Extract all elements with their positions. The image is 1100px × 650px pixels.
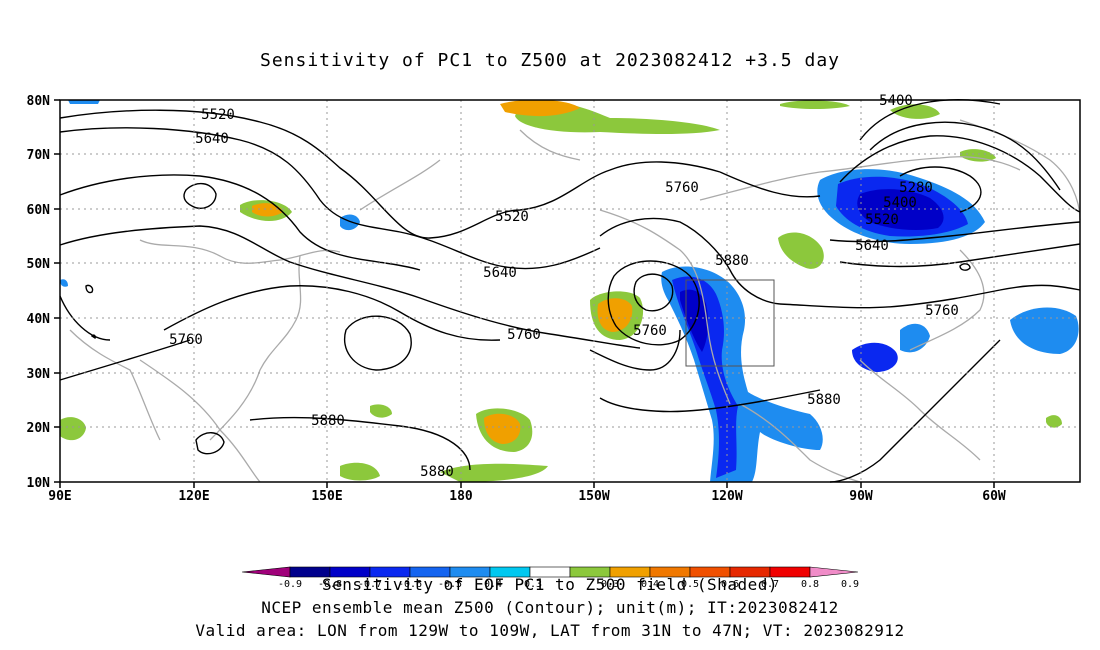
colorbar-tick-label: 0.9 [841,579,859,590]
lon-label: 180 [449,489,473,504]
lat-label: 70N [27,148,51,163]
colorbar-tick-label: 0.4 [641,579,659,590]
lon-label: 150E [311,489,342,504]
contour-label: 5760 [169,332,203,348]
map-frame [59,99,1081,483]
colorbar-tick-label: -0.9 [278,579,302,590]
caption-line: Valid area: LON from 129W to 109W, LAT f… [195,621,905,640]
contour-label: 5400 [879,93,913,109]
lon-label: 150W [578,489,609,504]
contour-label: 5760 [633,323,667,339]
contour-label: 5760 [507,327,541,343]
lat-label: 50N [27,257,51,272]
map-title: Sensitivity of PC1 to Z500 at 2023082412… [259,50,840,71]
lon-label: 60W [982,489,1006,504]
colorbar-tick-label: -0.8 [318,579,342,590]
contour-label: 5520 [495,209,529,225]
shaded-field [60,99,1079,482]
contour-label: 5640 [855,238,889,254]
lon-label: 120W [711,489,742,504]
contour-label: 5520 [865,212,899,228]
lat-label: 10N [27,476,51,491]
colorbar: -0.9 -0.8 -0.7 -0.6 -0.5 -0.4 -0.3 0.3 0.4 0.5 0.6… [241,566,859,590]
colorbar-tick-label: 0.7 [761,579,779,590]
colorbar-tick-label: 0.5 [681,579,699,590]
contour-label: 5760 [665,180,699,196]
contour-label: 5280 [899,180,933,196]
valid-area-box [685,279,775,367]
colorbar-right-arrow [809,566,859,578]
contour-label: 5880 [715,253,749,269]
caption-line: NCEP ensemble mean Z500 (Contour); unit(… [261,598,839,617]
lon-label: 120E [178,489,209,504]
contour-label: 5760 [925,303,959,319]
lat-label: 80N [27,94,51,109]
z500-contours [59,99,1081,483]
contour-label: 5520 [201,107,235,123]
colorbar-tick-label: 0.6 [721,579,739,590]
contour-label: 5880 [311,413,345,429]
contour-label: 5880 [807,392,841,408]
coastlines [69,119,1081,483]
caption-line: Sensitivity of EOF PC1 to Z500 field (Sh… [322,575,778,594]
colorbar-tick-label: -0.5 [438,579,462,590]
contour-label: 5640 [195,131,229,147]
contour-label: 5640 [483,265,517,281]
lat-label: 30N [27,367,51,382]
lat-label: 60N [27,203,51,218]
grid-lines [60,100,1080,482]
colorbar-tick-label: 0.3 [601,579,619,590]
colorbar-tick-label: -0.7 [358,579,382,590]
axis-ticks [54,99,995,488]
colorbar-tick-label: -0.4 [478,579,502,590]
lon-label: 90W [849,489,873,504]
lat-label: 20N [27,421,51,436]
contour-label: 5400 [883,195,917,211]
colorbar-tick-label: 0.8 [801,579,819,590]
colorbar-tick-label: -0.6 [398,579,422,590]
colorbar-tick-label: -0.3 [518,579,542,590]
lon-label: 90E [48,489,71,504]
contour-labels: 5520 5640 5520 5760 5400 5280 5400 5520 … [169,93,959,480]
contour-label: 5880 [420,464,454,480]
lat-label: 40N [27,312,51,327]
